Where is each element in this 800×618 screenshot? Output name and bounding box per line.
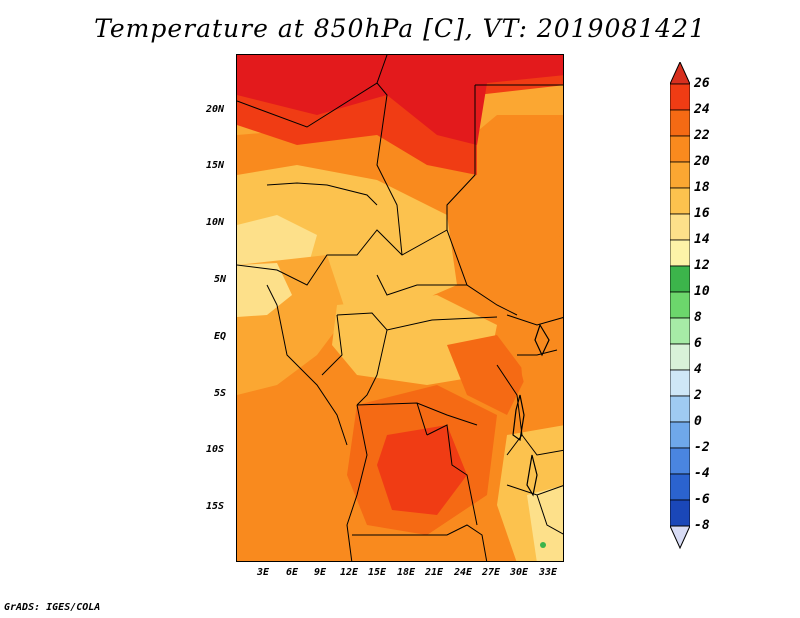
colorbar-segment: [670, 499, 690, 527]
lakes: [512, 323, 550, 497]
field-26plus-sahara: [237, 55, 563, 145]
colorbar-label: 22: [694, 128, 710, 143]
colorbar-label: 24: [694, 102, 710, 117]
map-title: Temperature at 850hPa [C], VT: 201908142…: [94, 14, 706, 43]
lon-label-30e: 30E: [509, 567, 529, 578]
colorbar-segment: [670, 187, 690, 215]
lat-label-5s: 5S: [214, 388, 227, 399]
colorbar-label: 10: [694, 284, 710, 299]
lon-label-24e: 24E: [453, 567, 473, 578]
colorbar-segment: [670, 291, 690, 319]
colorbar-segment: [670, 109, 690, 137]
temperature-field: [237, 55, 563, 561]
field-14-16-west: [237, 263, 292, 317]
colorbar-label: -4: [694, 466, 710, 481]
lat-label-15n: 15N: [206, 160, 225, 171]
colorbar-swatches: [670, 62, 690, 550]
lon-label-33e: 33E: [538, 567, 558, 578]
colorbar-label: 0: [694, 414, 702, 429]
country-borders: [237, 55, 563, 561]
colorbar-segment: [670, 239, 690, 267]
colorbar-label: 12: [694, 258, 710, 273]
field-22-24-east: [447, 335, 527, 415]
lat-label-20n: 20N: [206, 104, 225, 115]
colorbar-label: 8: [694, 310, 702, 325]
field-20-22-sw: [237, 395, 347, 525]
colorbar-label: 6: [694, 336, 702, 351]
lon-label-3e: 3E: [256, 567, 270, 578]
field-24-26-angola: [377, 425, 467, 515]
colorbar-label: 18: [694, 180, 710, 195]
colorbar-bottom-triangle: [670, 525, 690, 550]
colorbar-segment: [670, 447, 690, 475]
field-12-14-patch: [540, 542, 546, 548]
lon-label-6e: 6E: [285, 567, 299, 578]
colorbar-label: -2: [694, 440, 710, 455]
colorbar-label: -6: [694, 492, 710, 507]
lat-label-5n: 5N: [214, 274, 227, 285]
colorbar-segment: [670, 395, 690, 423]
colorbar-segment: [670, 213, 690, 241]
colorbar-segment: [670, 369, 690, 397]
colorbar-segment: [670, 343, 690, 371]
colorbar-segment: [670, 473, 690, 501]
colorbar-label: 4: [694, 362, 702, 377]
lon-label-18e: 18E: [396, 567, 416, 578]
lon-label-15e: 15E: [367, 567, 387, 578]
colorbar-segment: [670, 135, 690, 163]
colorbar-top-triangle: [670, 62, 690, 85]
colorbar: [670, 62, 690, 558]
lat-label-eq: EQ: [214, 331, 227, 342]
lat-label-10s: 10S: [206, 444, 225, 455]
field-20-22-ne: [487, 115, 563, 245]
temperature-map: [236, 54, 564, 562]
colorbar-segment: [670, 265, 690, 293]
lon-label-9e: 9E: [313, 567, 327, 578]
lon-label-21e: 21E: [424, 567, 444, 578]
colorbar-label: -8: [694, 518, 710, 533]
colorbar-label: 2: [694, 388, 702, 403]
field-20-22-ne-highland: [517, 305, 563, 435]
colorbar-segment: [670, 83, 690, 111]
colorbar-segment: [670, 317, 690, 345]
colorbar-segment: [670, 161, 690, 189]
field-14-16-se: [527, 485, 563, 561]
colorbar-label: 16: [694, 206, 710, 221]
colorbar-segment: [670, 421, 690, 449]
colorbar-label: 20: [694, 154, 710, 169]
credit-text: GrADS: IGES/COLA: [4, 602, 101, 613]
colorbar-label: 26: [694, 76, 710, 91]
lon-label-27e: 27E: [481, 567, 501, 578]
lat-label-10n: 10N: [206, 217, 225, 228]
lon-label-12e: 12E: [339, 567, 359, 578]
lat-label-15s: 15S: [206, 501, 225, 512]
colorbar-label: 14: [694, 232, 710, 247]
